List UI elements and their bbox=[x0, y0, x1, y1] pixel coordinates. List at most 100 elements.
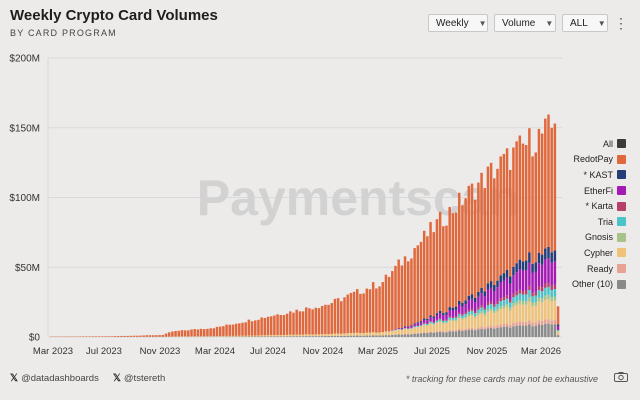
bar-week[interactable] bbox=[499, 156, 502, 337]
bar-week[interactable] bbox=[426, 236, 429, 337]
bar-week[interactable] bbox=[206, 328, 209, 337]
bar-week[interactable] bbox=[534, 152, 537, 337]
bar-week[interactable] bbox=[454, 212, 458, 337]
bar-week[interactable] bbox=[129, 335, 133, 337]
bar-week[interactable] bbox=[477, 182, 480, 337]
bar-week[interactable] bbox=[422, 230, 426, 337]
bar-week[interactable] bbox=[429, 222, 432, 337]
bar-week[interactable] bbox=[212, 328, 216, 337]
bar-week[interactable] bbox=[273, 315, 276, 337]
bar-week[interactable] bbox=[410, 258, 413, 337]
bar-week[interactable] bbox=[177, 330, 180, 337]
bar-week[interactable] bbox=[167, 332, 171, 337]
bar-week[interactable] bbox=[123, 335, 126, 337]
bar-week[interactable] bbox=[292, 312, 295, 337]
bar-week[interactable] bbox=[336, 298, 340, 337]
bar-week[interactable] bbox=[94, 336, 98, 337]
bar-week[interactable] bbox=[289, 311, 292, 337]
bar-week[interactable] bbox=[218, 326, 222, 337]
bar-week[interactable] bbox=[451, 213, 455, 337]
bar-week[interactable] bbox=[254, 320, 257, 337]
bar-week[interactable] bbox=[352, 291, 356, 337]
legend-item[interactable]: All bbox=[566, 136, 626, 152]
bar-week[interactable] bbox=[158, 335, 161, 337]
bar-week[interactable] bbox=[496, 168, 499, 337]
bar-week[interactable] bbox=[343, 297, 346, 337]
bar-week[interactable] bbox=[515, 141, 518, 337]
bar-week[interactable] bbox=[136, 335, 139, 337]
bar-week[interactable] bbox=[279, 315, 282, 337]
bar-week[interactable] bbox=[540, 133, 544, 337]
bar-week[interactable] bbox=[359, 293, 362, 337]
bar-week[interactable] bbox=[505, 148, 509, 337]
bar-week[interactable] bbox=[97, 336, 101, 337]
bar-week[interactable] bbox=[215, 326, 219, 337]
bar-week[interactable] bbox=[203, 329, 206, 337]
bar-week[interactable] bbox=[486, 166, 490, 337]
bar-week[interactable] bbox=[502, 153, 506, 337]
bar-week[interactable] bbox=[314, 307, 318, 337]
bar-week[interactable] bbox=[69, 336, 72, 337]
bar-week[interactable] bbox=[448, 207, 451, 337]
bar-week[interactable] bbox=[285, 313, 289, 337]
bar-week[interactable] bbox=[282, 315, 286, 337]
bar-week[interactable] bbox=[155, 335, 158, 337]
bar-week[interactable] bbox=[550, 127, 553, 337]
bar-week[interactable] bbox=[142, 335, 145, 337]
bar-week[interactable] bbox=[327, 304, 330, 337]
bar-week[interactable] bbox=[375, 288, 378, 337]
legend-item[interactable]: Ready bbox=[566, 261, 626, 277]
bar-week[interactable] bbox=[244, 322, 247, 337]
bar-week[interactable] bbox=[180, 330, 184, 337]
bar-week[interactable] bbox=[480, 172, 483, 337]
bar-week[interactable] bbox=[260, 317, 263, 337]
camera-icon[interactable] bbox=[614, 372, 628, 382]
bar-week[interactable] bbox=[384, 274, 388, 337]
bar-week[interactable] bbox=[120, 335, 123, 337]
bar-week[interactable] bbox=[512, 147, 515, 337]
bar-week[interactable] bbox=[391, 271, 394, 337]
bar-week[interactable] bbox=[225, 324, 228, 337]
bar-week[interactable] bbox=[324, 304, 327, 337]
bar-week[interactable] bbox=[537, 128, 541, 337]
bar-week[interactable] bbox=[75, 336, 78, 337]
bar-week[interactable] bbox=[461, 205, 464, 337]
bar-week[interactable] bbox=[435, 219, 439, 337]
bar-week[interactable] bbox=[199, 328, 203, 337]
bar-week[interactable] bbox=[276, 314, 279, 337]
bar-week[interactable] bbox=[387, 276, 391, 337]
bar-week[interactable] bbox=[110, 336, 114, 337]
range-dropdown[interactable]: ALL ▼ bbox=[562, 14, 608, 32]
bar-week[interactable] bbox=[368, 289, 372, 337]
bar-week[interactable] bbox=[553, 123, 557, 337]
bar-week[interactable] bbox=[473, 199, 477, 337]
bar-week[interactable] bbox=[295, 309, 298, 337]
bar-week[interactable] bbox=[187, 330, 190, 337]
interval-dropdown[interactable]: Weekly ▼ bbox=[428, 14, 488, 32]
bar-week[interactable] bbox=[101, 336, 104, 337]
bar-week[interactable] bbox=[489, 162, 493, 337]
bar-week[interactable] bbox=[371, 282, 375, 337]
bar-week[interactable] bbox=[320, 305, 324, 337]
bar-week[interactable] bbox=[438, 211, 442, 337]
bar-week[interactable] bbox=[547, 114, 550, 337]
bar-week[interactable] bbox=[445, 225, 448, 337]
bar-week[interactable] bbox=[196, 329, 200, 337]
bar-week[interactable] bbox=[305, 307, 308, 337]
legend-item[interactable]: * Karta bbox=[566, 198, 626, 214]
bar-week[interactable] bbox=[234, 323, 238, 337]
bar-week[interactable] bbox=[247, 319, 251, 337]
bar-week[interactable] bbox=[164, 333, 168, 337]
bar-week[interactable] bbox=[556, 306, 560, 337]
bar-week[interactable] bbox=[521, 143, 525, 337]
bar-week[interactable] bbox=[209, 328, 212, 337]
bar-week[interactable] bbox=[81, 336, 85, 337]
bar-week[interactable] bbox=[85, 336, 88, 337]
account-link[interactable]: 𝕏 @datadashboards bbox=[10, 373, 99, 384]
legend-item[interactable]: Gnosis bbox=[566, 230, 626, 246]
bar-week[interactable] bbox=[174, 330, 177, 337]
legend-item[interactable]: Other (10) bbox=[566, 276, 626, 292]
bar-week[interactable] bbox=[257, 319, 260, 337]
bar-week[interactable] bbox=[407, 261, 410, 337]
bar-week[interactable] bbox=[78, 336, 82, 337]
